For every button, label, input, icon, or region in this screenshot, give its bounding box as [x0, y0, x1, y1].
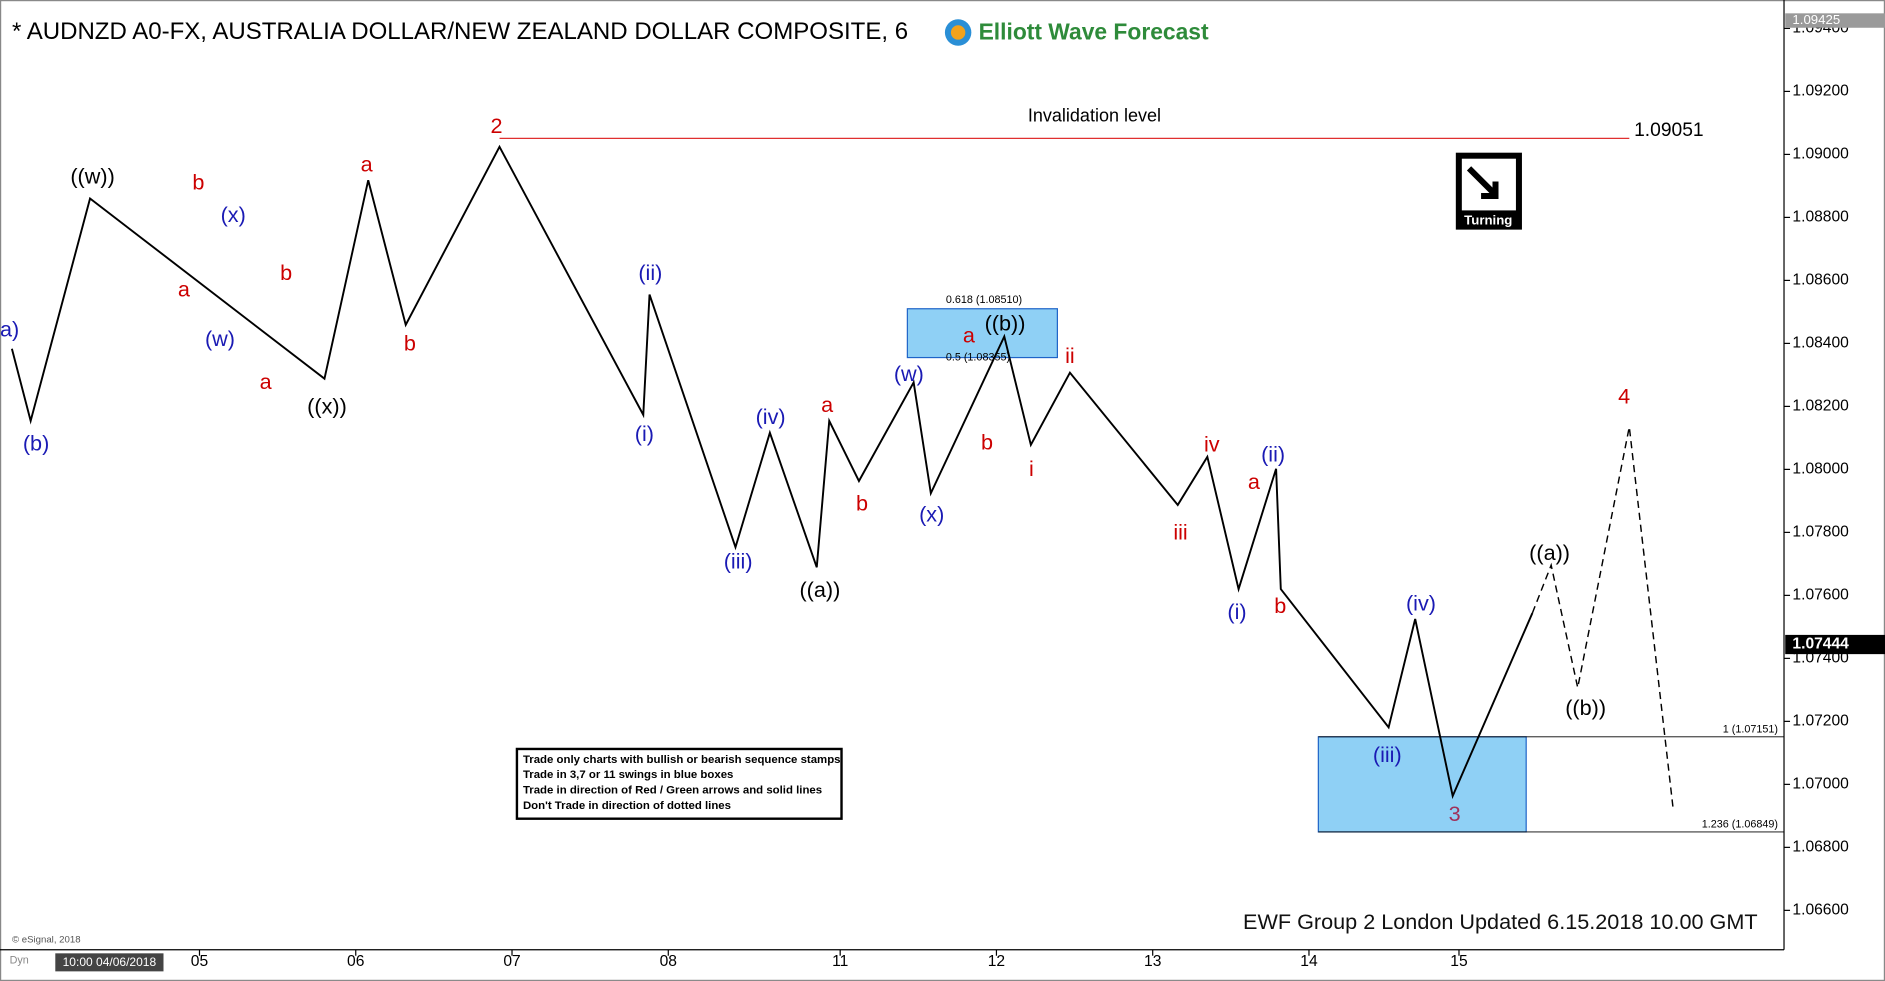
x-start-label: 10:00 04/06/2018 — [63, 955, 157, 969]
x-start-box — [55, 953, 164, 972]
wave-label: i — [1029, 456, 1034, 481]
wave-label: b — [1274, 593, 1286, 618]
note-line: Trade in 3,7 or 11 swings in blue boxes — [523, 769, 733, 781]
stamp-text: Turning — [1464, 213, 1512, 228]
fib-label: 0.618 (1.08510) — [946, 294, 1022, 306]
fib-label: 0.5 (1.08355) — [946, 351, 1010, 363]
wave-label: (w) — [205, 326, 235, 351]
wave-label: iv — [1204, 432, 1220, 457]
x-tick-label: 12 — [988, 953, 1005, 970]
price-line — [10, 144, 1534, 800]
fib-label: 1 (1.07151) — [1723, 723, 1778, 735]
wave-label: ((b)) — [1565, 695, 1606, 720]
y-tick-label: 1.08600 — [1792, 272, 1849, 289]
wave-label: 3 — [1449, 801, 1461, 826]
y-tick-label: 1.06800 — [1792, 838, 1849, 855]
y-tick-label: 1.06600 — [1792, 901, 1849, 918]
y-tick-label: 1.08800 — [1792, 209, 1849, 226]
x-tick-label: 13 — [1144, 953, 1161, 970]
x-tick-label: 14 — [1300, 953, 1318, 970]
y-tick-label: 1.09000 — [1792, 146, 1849, 163]
top-price-box — [1785, 13, 1885, 28]
wave-label: (x) — [919, 501, 944, 526]
wave-label: a — [1248, 469, 1261, 494]
wave-label: (i) — [635, 421, 654, 446]
last-price-label: 1.07444 — [1792, 636, 1849, 653]
footer: EWF Group 2 London Updated 6.15.2018 10.… — [1243, 909, 1758, 934]
top-price-label: 1.09425 — [1792, 12, 1840, 27]
wave-label: ii — [1065, 343, 1075, 368]
wave-label: b — [856, 491, 868, 516]
wave-label: (iv) — [756, 404, 786, 429]
wave-label: iii — [1173, 519, 1187, 544]
y-tick-label: 1.08400 — [1792, 335, 1849, 352]
wave-label: (ii) — [1261, 441, 1285, 466]
note-line: Trade only charts with bullish or bearis… — [523, 754, 841, 766]
wave-label: a — [260, 369, 273, 394]
notes-box — [515, 747, 843, 820]
fib-box — [906, 308, 1058, 359]
y-tick-label: 1.07800 — [1792, 524, 1849, 541]
note-line: Trade in direction of Red / Green arrows… — [523, 785, 822, 797]
x-tick-label: 11 — [832, 953, 848, 970]
wave-label: ((a)) — [1529, 540, 1570, 565]
wave-label: b — [280, 260, 292, 285]
wave-label: (x) — [221, 202, 246, 227]
y-tick-label: 1.09200 — [1792, 83, 1849, 100]
wave-label: a) — [0, 316, 19, 341]
y-tick-label: 1.07000 — [1792, 775, 1849, 792]
wave-label: b — [192, 170, 204, 195]
wave-label: (iii) — [724, 548, 753, 573]
y-tick-label: 1.07200 — [1792, 712, 1849, 729]
wave-label: 2 — [490, 113, 502, 138]
wave-label: (iii) — [1373, 742, 1402, 767]
wave-label: (i) — [1227, 599, 1246, 624]
invalidation-value: 1.09051 — [1634, 120, 1703, 141]
y-tick-label: 1.08200 — [1792, 398, 1849, 415]
x-tick-label: 06 — [347, 953, 364, 970]
last-price-box — [1785, 634, 1885, 655]
wave-label: (b) — [23, 431, 49, 456]
x-tick-label: 08 — [660, 953, 677, 970]
wave-label: a — [821, 392, 834, 417]
fib-box — [1317, 736, 1527, 833]
copyright: © eSignal, 2018 — [12, 935, 81, 946]
stamp-arrow — [1466, 166, 1499, 199]
price-line — [1531, 426, 1674, 809]
fib-label: 1.236 (1.06849) — [1702, 819, 1778, 831]
wave-label: a — [963, 322, 976, 347]
wave-label: (w) — [894, 361, 924, 386]
logo-icon — [950, 25, 966, 40]
y-tick-label: 1.07600 — [1792, 587, 1849, 604]
wave-label: ((b)) — [985, 310, 1026, 335]
logo-text: Elliott Wave Forecast — [979, 19, 1209, 45]
y-tick-label: 1.08000 — [1792, 461, 1849, 478]
chart-title: * AUDNZD A0-FX, AUSTRALIA DOLLAR/NEW ZEA… — [12, 18, 908, 45]
wave-label: ((x)) — [307, 393, 347, 418]
wave-label: (iv) — [1406, 590, 1436, 615]
note-line: Don't Trade in direction of dotted lines — [523, 800, 731, 812]
x-tick-label: 05 — [191, 953, 209, 970]
wave-label: 4 — [1618, 384, 1630, 409]
wave-label: (ii) — [638, 260, 662, 285]
wave-label: a — [178, 277, 191, 302]
wave-label: ((w)) — [70, 164, 114, 189]
wave-label: a — [361, 152, 374, 177]
wave-label: b — [981, 429, 993, 454]
logo: Elliott Wave Forecast — [944, 19, 1209, 46]
wave-label: b — [404, 331, 416, 356]
wave-label: ((a)) — [799, 577, 840, 602]
invalidation-text: Invalidation level — [1028, 105, 1161, 125]
x-tick-label: 15 — [1450, 953, 1468, 970]
corner-label: Dyn — [10, 954, 29, 966]
turning-stamp: Turning — [1455, 152, 1522, 230]
x-tick-label: 07 — [503, 953, 520, 970]
